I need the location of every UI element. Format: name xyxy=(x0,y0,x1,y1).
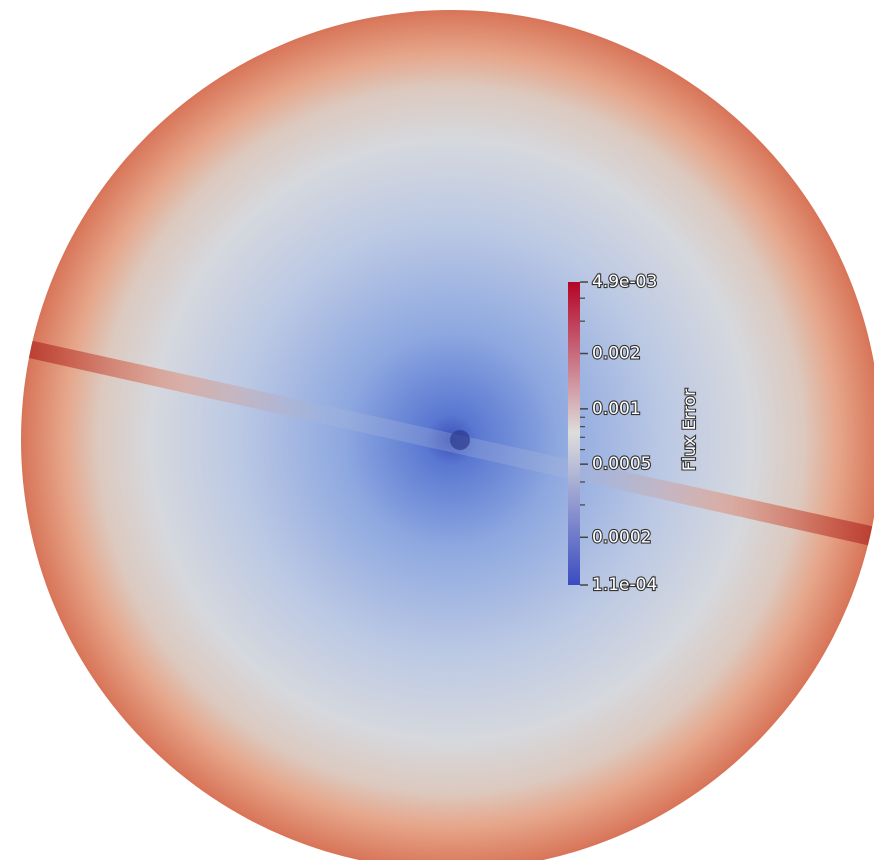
colorbar-tick-label: 1.1e-04 xyxy=(592,575,657,595)
mesh-center xyxy=(450,430,470,450)
colorbar xyxy=(568,282,580,585)
colorbar-title: Flux Error xyxy=(680,389,700,471)
colorbar-tick-label: 0.0005 xyxy=(592,454,651,474)
colorbar-tick-label: 0.002 xyxy=(592,344,641,364)
colorbar-tick-label: 4.9e-03 xyxy=(592,272,657,292)
colorbar-tick-label: 0.001 xyxy=(592,399,641,419)
colorbar-tick-label: 0.0002 xyxy=(592,527,651,547)
mesh-stripe xyxy=(21,338,874,548)
